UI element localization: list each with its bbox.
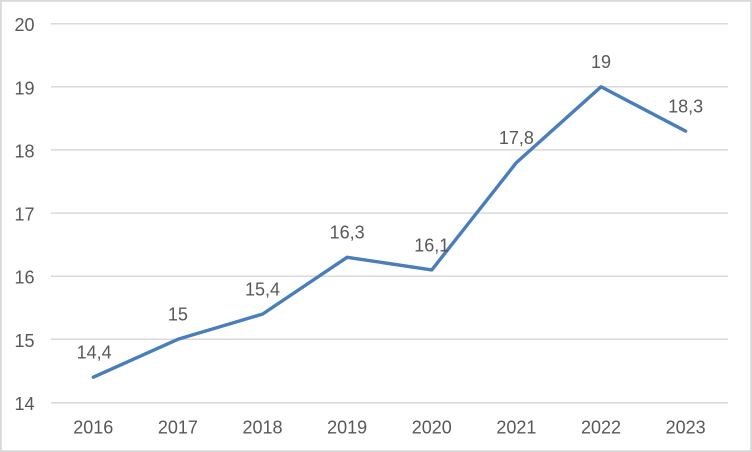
svg-text:15: 15 <box>168 305 188 325</box>
svg-text:17,8: 17,8 <box>499 128 534 148</box>
svg-text:19: 19 <box>591 52 611 72</box>
svg-text:15,4: 15,4 <box>245 280 280 300</box>
svg-text:16,1: 16,1 <box>414 235 449 255</box>
svg-text:2016: 2016 <box>73 417 113 437</box>
svg-text:2022: 2022 <box>581 417 621 437</box>
svg-text:19: 19 <box>14 78 34 98</box>
svg-text:16,3: 16,3 <box>330 223 365 243</box>
svg-text:15: 15 <box>14 331 34 351</box>
svg-text:16: 16 <box>14 268 34 288</box>
svg-text:14,4: 14,4 <box>77 343 112 363</box>
svg-text:2021: 2021 <box>496 417 536 437</box>
svg-text:18,3: 18,3 <box>668 97 703 117</box>
svg-text:2019: 2019 <box>327 417 367 437</box>
svg-text:2023: 2023 <box>666 417 706 437</box>
svg-text:17: 17 <box>14 205 34 225</box>
svg-text:2017: 2017 <box>158 417 198 437</box>
svg-text:18: 18 <box>14 141 34 161</box>
svg-text:14: 14 <box>14 394 34 414</box>
svg-text:2020: 2020 <box>412 417 452 437</box>
svg-text:20: 20 <box>14 15 34 35</box>
svg-text:2018: 2018 <box>242 417 282 437</box>
